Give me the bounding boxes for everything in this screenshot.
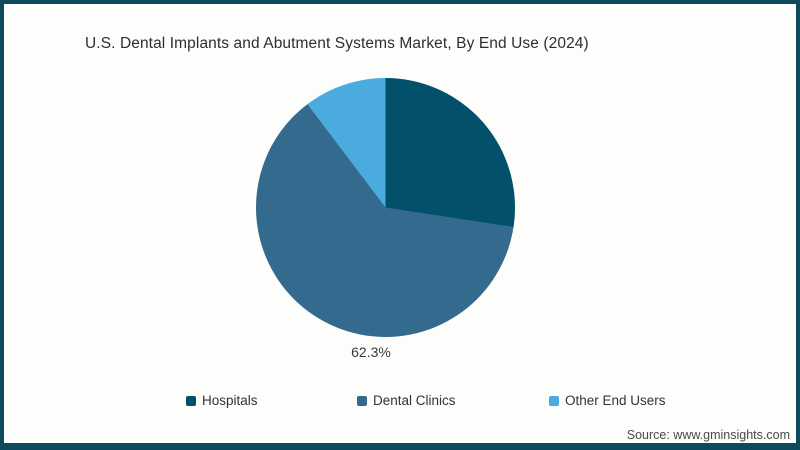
legend-swatch-dental-clinics <box>357 395 367 406</box>
legend-item-dental-clinics: Dental Clinics <box>357 393 456 408</box>
pie-chart <box>256 78 515 337</box>
legend-label-other-end-users: Other End Users <box>565 393 666 408</box>
legend-label-dental-clinics: Dental Clinics <box>373 393 456 408</box>
pie-slice-data-label: 62.3% <box>351 344 391 360</box>
legend-swatch-hospitals <box>186 395 196 406</box>
source-attribution: Source: www.gminsights.com <box>626 428 790 442</box>
legend-item-hospitals: Hospitals <box>186 393 258 408</box>
chart-title: U.S. Dental Implants and Abutment System… <box>85 35 589 52</box>
legend-label-hospitals: Hospitals <box>202 393 258 408</box>
legend-swatch-other-end-users <box>549 395 559 406</box>
legend-item-other-end-users: Other End Users <box>549 393 666 408</box>
